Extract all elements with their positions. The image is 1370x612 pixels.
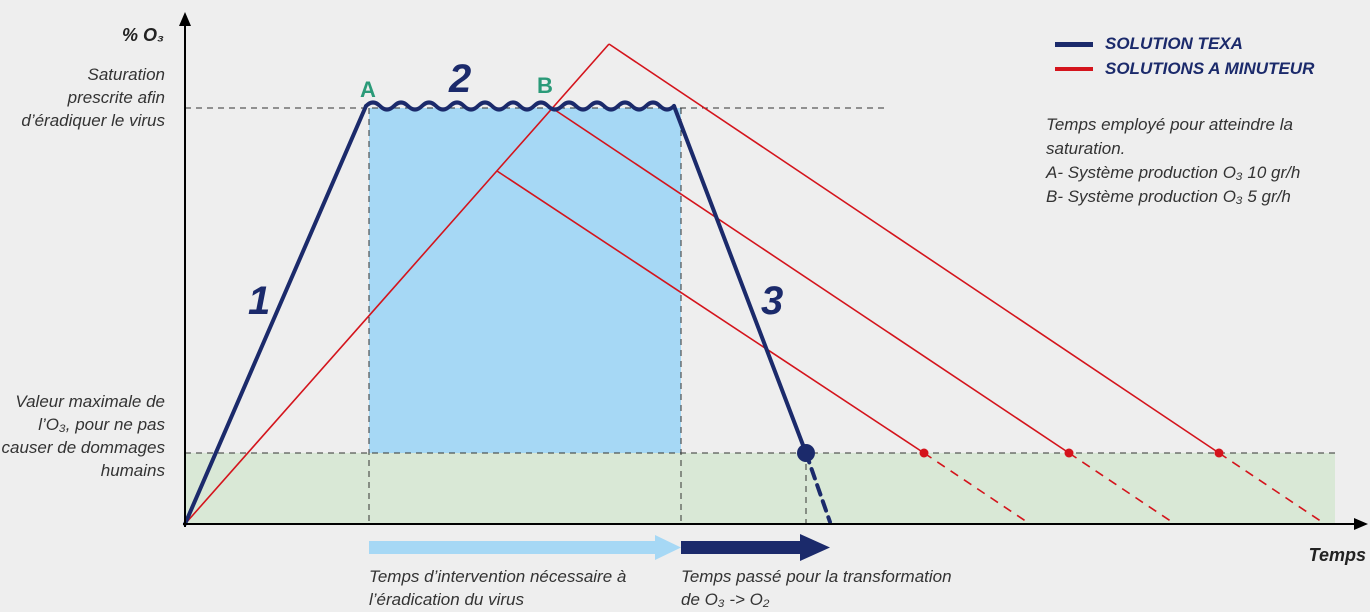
- max-value-label: Valeur maximale de l’O₃, pour ne pas cau…: [1, 392, 165, 480]
- timer-safe-points: [919, 448, 1224, 458]
- legend-item-texa: SOLUTION TEXA: [1055, 34, 1243, 54]
- timer-tail-1: [923, 452, 1031, 525]
- texa-tail: [804, 451, 832, 524]
- info-line-a: A- Système production O₃ 10 gr/h: [1046, 163, 1301, 182]
- timer-dot-3: [1214, 448, 1224, 458]
- texa-safe-point: [797, 444, 815, 462]
- legend-swatch-texa: [1055, 41, 1093, 47]
- timer-fall-3: [608, 43, 1220, 454]
- intervention-arrow: [369, 541, 659, 554]
- intervention-arrow-head-icon: [655, 535, 681, 560]
- legend-item-timer: SOLUTIONS A MINUTEUR: [1055, 59, 1314, 79]
- info-description: Temps employé pour atteindre la saturati…: [1046, 115, 1293, 158]
- phase-label-1: 1: [248, 279, 270, 323]
- x-axis-arrow-icon: [1354, 518, 1368, 530]
- timer-lines: [184, 43, 1326, 525]
- intervention-caption: Temps d’intervention nécessaire à l’érad…: [369, 567, 627, 609]
- info-line-b: B- Système production O₃ 5 gr/h: [1046, 187, 1291, 206]
- texa-rise: [183, 104, 368, 526]
- transformation-caption: Temps passé pour la transformation de O₃…: [681, 567, 952, 609]
- axes: [179, 12, 1368, 530]
- intervention-zone: [369, 108, 681, 453]
- timer-dot-1: [919, 448, 929, 458]
- saturation-label: Saturation prescrite afin d’éradiquer le…: [21, 65, 165, 130]
- timer-fall-1: [496, 170, 925, 454]
- timer-tail-3: [1218, 452, 1326, 525]
- timer-rise: [184, 43, 610, 525]
- phase-label-3: 3: [761, 279, 783, 323]
- point-label-a: A: [360, 77, 376, 102]
- texa-curve: [183, 100, 832, 526]
- point-label-b: B: [537, 73, 553, 98]
- y-axis-arrow-icon: [179, 12, 191, 26]
- transformation-arrow-head-icon: [800, 534, 830, 561]
- phase-label-2: 2: [448, 57, 471, 101]
- point-labels: A B: [360, 73, 553, 102]
- timer-dot-2: [1064, 448, 1074, 458]
- timer-dashed-tails: [923, 452, 1326, 525]
- guide-lines: [185, 107, 1337, 524]
- phase-labels: 1 2 3: [248, 57, 783, 323]
- legend-label-texa: SOLUTION TEXA: [1105, 34, 1243, 53]
- texa-plateau: [364, 100, 676, 112]
- safe-zone: [185, 453, 1335, 524]
- legend-label-timer: SOLUTIONS A MINUTEUR: [1105, 59, 1315, 78]
- legend-swatch-timer: [1055, 67, 1093, 71]
- transformation-arrow: [681, 541, 803, 554]
- timer-fall-2: [551, 107, 1070, 454]
- timer-tail-2: [1068, 452, 1176, 525]
- info-text: Temps employé pour atteindre la saturati…: [1046, 113, 1366, 209]
- time-arrows: [369, 534, 830, 561]
- x-axis-title: Temps: [1309, 545, 1366, 565]
- texa-fall: [672, 104, 808, 455]
- y-axis-title: % O₃: [122, 25, 164, 45]
